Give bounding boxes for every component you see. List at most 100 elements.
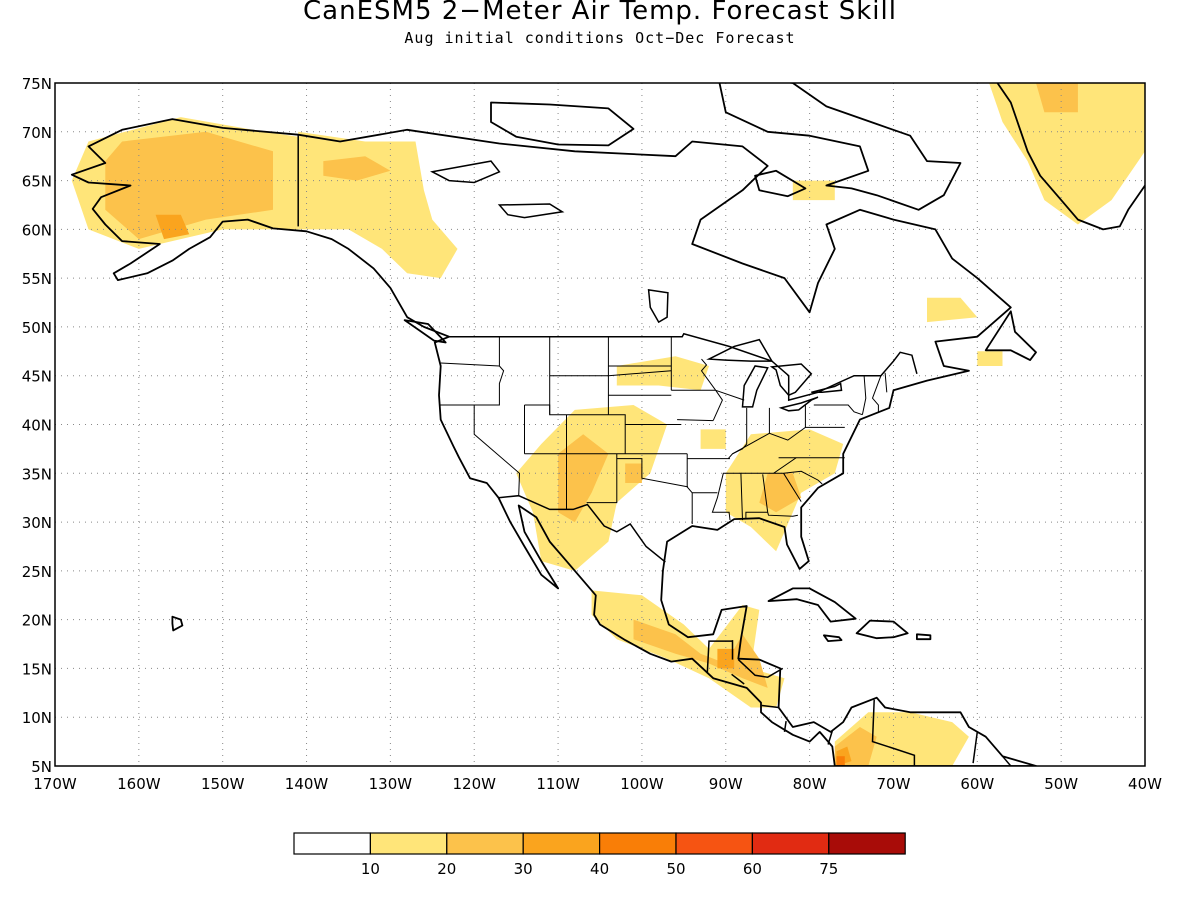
coastlines [70,83,1145,766]
color-legend: 10 20 30 40 50 60 75 [293,832,906,878]
skill-region-baffin-l1 [792,180,835,201]
state-border [616,458,689,488]
lat-label: 40N [22,417,52,435]
legend-swatch [751,832,830,855]
country-border [706,640,733,674]
lon-label: 170W [33,775,77,793]
legend-label: 10 [361,860,380,878]
skill-region-newfoundland-l1 [977,351,1003,366]
coastline-hawaii [171,615,184,632]
legend-swatch [369,832,448,855]
state-border [608,370,672,377]
lon-label: 40W [1128,775,1162,793]
map-subtitle: Aug initial conditions Oct−Dec Forecast [404,29,796,47]
country-border [498,494,666,563]
legend-swatch [446,832,524,855]
legend-swatch [522,832,601,855]
skill-region-alaska-l2 [105,131,273,240]
skill-region-greenland-l2 [1036,83,1078,113]
coastline-victoria [490,101,635,147]
state-border [783,473,802,502]
lat-label: 75N [22,75,52,93]
map-frame [54,82,1146,767]
lat-label: 60N [22,221,52,239]
legend-label: 20 [437,860,456,878]
lon-label: 60W [960,775,994,793]
legend-label: 40 [590,860,609,878]
legend-swatch [293,832,372,855]
state-border [740,457,845,474]
skill-fill-layer [71,83,1145,766]
state-border [745,511,768,520]
skill-region-southeast-l2 [759,473,802,513]
lon-label: 160W [117,775,161,793]
lon-label: 50W [1044,775,1078,793]
coastline-jamaica [823,634,843,642]
lat-label: 50N [22,319,52,337]
coastline-puerto-rico [916,633,932,641]
legend-swatch [828,832,906,855]
country-border [871,699,916,766]
state-border [440,362,500,367]
legend-label: 30 [514,860,533,878]
skill-region-mexico-l2 [633,619,768,688]
state-border [586,453,618,504]
skill-region-yukon-l2 [323,156,391,181]
state-borders [439,336,888,524]
lake-outline [430,160,501,184]
legend-swatch [598,832,677,855]
lat-label: 45N [22,368,52,386]
state-border [884,372,888,393]
state-border [762,474,769,513]
state-border [861,375,867,415]
coastline-southampton [754,169,807,198]
lon-label: 140W [285,775,329,793]
state-border [686,453,693,524]
coastline-baffin [718,83,962,211]
skill-region-northern-south-america-l4 [836,756,845,766]
coastline-greenland [996,83,1145,231]
coastline-newfoundland [984,310,1037,362]
longitude-labels: 170W 160W 150W 140W 130W 120W 110W 100W 90W 80W 70… [33,775,1162,793]
lake-outline [811,382,843,394]
lon-label: 80W [793,775,827,793]
coastline-north-america [70,118,1037,766]
lat-label: 65N [22,173,52,191]
state-border [813,404,863,416]
lat-label: 20N [22,612,52,630]
state-border [677,419,714,422]
lake-outline [769,363,813,397]
skill-region-alaska-l3 [155,214,190,240]
coastline-hispaniola [855,619,909,640]
skill-region-midwest-l1 [700,429,726,449]
lat-label: 35N [22,465,52,483]
skill-region-southwest-l2 [625,463,642,483]
country-border [761,704,779,709]
lake-outline [741,365,769,408]
legend-swatch [675,832,754,855]
latitude-labels: 5N 10N 15N 20N 25N 30N 35N 40N 45N 50N 55N 60N 65N 70… [22,75,52,776]
lat-label: 70N [22,124,52,142]
skill-region-labrador-l1 [927,297,978,323]
lake-outline [706,338,774,362]
legend-label: 50 [666,860,685,878]
country-border [731,673,745,685]
lon-label: 110W [536,775,580,793]
skill-region-southwest-l2 [558,434,609,523]
lat-label: 5N [31,758,52,776]
state-border [767,512,798,517]
lon-label: 90W [709,775,743,793]
lon-label: 100W [620,775,664,793]
lon-label: 120W [452,775,496,793]
lat-label: 30N [22,514,52,532]
lat-label: 25N [22,563,52,581]
state-border [700,358,717,391]
state-border [773,470,823,485]
lake-outline [497,203,565,219]
skill-region-mexico-l3 [717,648,735,669]
legend-label: 60 [743,860,762,878]
state-border [524,404,609,416]
skill-region-greenland-l1 [989,83,1145,225]
state-border [727,405,806,459]
